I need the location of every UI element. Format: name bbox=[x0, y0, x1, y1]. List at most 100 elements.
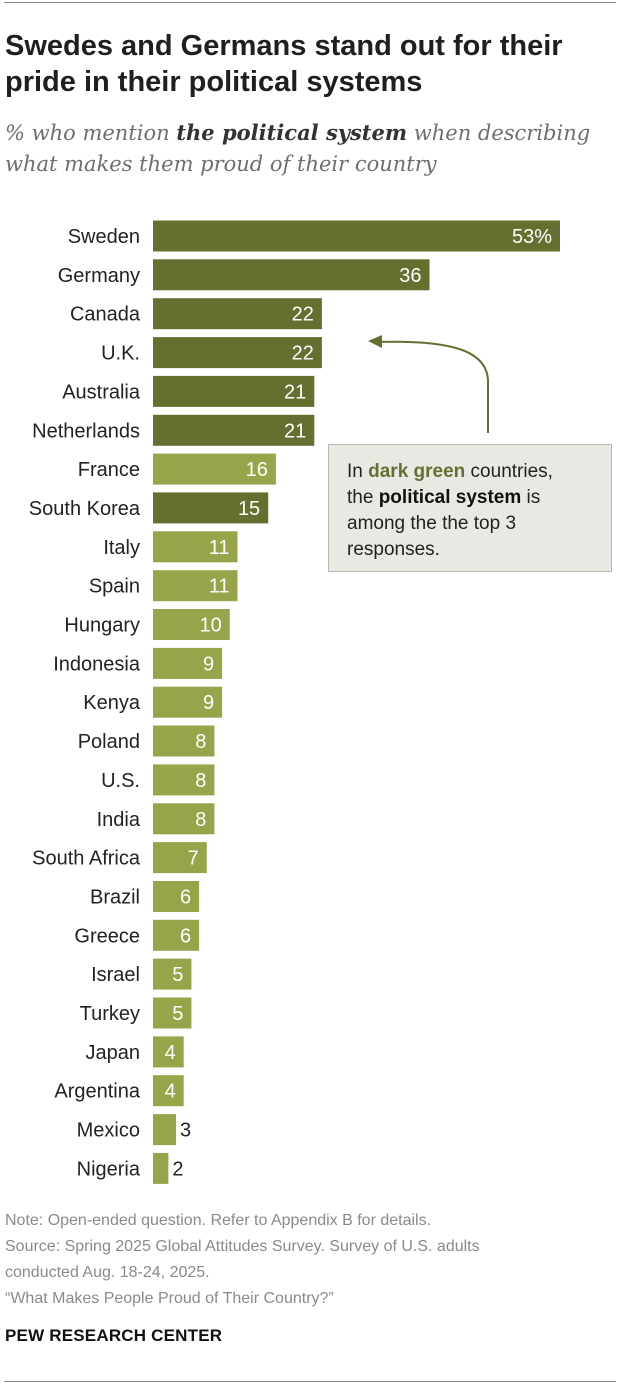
category-label: Japan bbox=[86, 1042, 141, 1064]
chart-subtitle: % who mention the political system when … bbox=[5, 117, 615, 180]
bar bbox=[153, 686, 223, 718]
value-label: 53% bbox=[512, 226, 552, 248]
bar bbox=[153, 764, 215, 796]
value-label: 15 bbox=[238, 498, 260, 520]
category-label: U.S. bbox=[101, 770, 140, 792]
source-text: Source: Spring 2025 Global Attitudes Sur… bbox=[5, 1238, 480, 1255]
value-label: 5 bbox=[172, 964, 183, 986]
category-label: Indonesia bbox=[53, 653, 141, 675]
value-label: 10 bbox=[200, 615, 222, 637]
subtitle-after: when describing what makes them proud of… bbox=[5, 121, 591, 176]
category-label: Kenya bbox=[83, 692, 141, 714]
value-label: 6 bbox=[180, 887, 191, 909]
annotation-text: the bbox=[347, 487, 379, 508]
value-label: 16 bbox=[246, 459, 268, 481]
bar bbox=[153, 337, 322, 369]
category-label: U.K. bbox=[101, 343, 140, 365]
bar bbox=[153, 1075, 184, 1107]
category-label: Israel bbox=[91, 964, 140, 986]
bar bbox=[153, 375, 315, 407]
annotation-text: In bbox=[347, 461, 369, 482]
value-label: 8 bbox=[195, 731, 206, 753]
value-label: 8 bbox=[195, 770, 206, 792]
value-label: 5 bbox=[172, 1003, 183, 1025]
report-title: “What Makes People Proud of Their Countr… bbox=[5, 1290, 334, 1307]
bar bbox=[153, 220, 560, 252]
subtitle-bold: the political system bbox=[176, 120, 408, 145]
value-label: 11 bbox=[209, 537, 230, 559]
category-label: India bbox=[97, 809, 141, 831]
annotation-text: is bbox=[521, 487, 541, 508]
bar bbox=[153, 958, 192, 990]
value-label: 7 bbox=[188, 848, 199, 870]
brand-logo: PEW RESEARCH CENTER bbox=[5, 1326, 223, 1345]
bar bbox=[153, 803, 215, 835]
category-label: Sweden bbox=[68, 226, 140, 248]
value-label: 6 bbox=[180, 925, 191, 947]
category-label: Hungary bbox=[64, 615, 140, 637]
bar bbox=[153, 414, 315, 446]
bar bbox=[153, 492, 269, 524]
value-label: 2 bbox=[172, 1158, 183, 1180]
value-label: 21 bbox=[284, 381, 306, 403]
bar bbox=[153, 1152, 169, 1184]
category-label: Poland bbox=[78, 731, 140, 753]
category-label: Italy bbox=[103, 537, 140, 559]
value-label: 9 bbox=[203, 692, 214, 714]
bar bbox=[153, 725, 215, 757]
category-label: Nigeria bbox=[77, 1158, 141, 1180]
annotation-text: countries, bbox=[465, 461, 553, 482]
category-label: France bbox=[78, 459, 140, 481]
category-label: Canada bbox=[70, 304, 141, 326]
value-label: 22 bbox=[292, 304, 314, 326]
annotation-line-4: responses. bbox=[347, 539, 440, 560]
bar bbox=[153, 609, 230, 640]
value-label: 21 bbox=[284, 420, 306, 442]
bar bbox=[153, 881, 200, 912]
bar bbox=[153, 1036, 184, 1068]
value-label: 9 bbox=[203, 653, 214, 675]
bar bbox=[153, 259, 430, 291]
category-label: Netherlands bbox=[32, 420, 140, 442]
category-label: Australia bbox=[62, 381, 141, 403]
annotation-line-2: the political system is bbox=[347, 485, 595, 511]
annotation-highlight: dark green bbox=[368, 461, 466, 482]
value-label: 22 bbox=[292, 343, 314, 365]
value-label: 4 bbox=[165, 1042, 176, 1064]
category-label: Germany bbox=[58, 265, 140, 287]
bar bbox=[153, 298, 322, 330]
category-label: Argentina bbox=[54, 1081, 140, 1103]
value-label: 36 bbox=[399, 265, 421, 287]
bar bbox=[153, 842, 207, 874]
category-label: South Africa bbox=[32, 848, 141, 870]
bar bbox=[153, 531, 238, 563]
category-label: Brazil bbox=[90, 887, 140, 909]
bar bbox=[153, 997, 192, 1029]
bar bbox=[153, 919, 200, 951]
value-label: 8 bbox=[195, 809, 206, 831]
top-rule bbox=[4, 2, 616, 3]
value-label: 11 bbox=[209, 576, 230, 598]
annotation-line-3: among the the top 3 bbox=[347, 513, 517, 534]
value-label: 4 bbox=[165, 1081, 176, 1103]
note-text: Note: Open-ended question. Refer to Appe… bbox=[5, 1212, 432, 1229]
bar bbox=[153, 570, 238, 602]
category-label: South Korea bbox=[29, 498, 141, 520]
chart-title: Swedes and Germans stand out for their p… bbox=[5, 30, 563, 98]
category-label: Mexico bbox=[77, 1120, 140, 1142]
bottom-rule bbox=[4, 1381, 616, 1382]
value-label: 3 bbox=[180, 1120, 191, 1142]
source-text-continued: conducted Aug. 18-24, 2025. bbox=[5, 1264, 210, 1281]
annotation-line-1: In dark green countries, bbox=[347, 459, 595, 485]
category-label: Spain bbox=[89, 576, 140, 598]
subtitle-before: % who mention bbox=[5, 121, 177, 145]
annotation-arrow bbox=[377, 340, 489, 433]
category-label: Greece bbox=[74, 925, 140, 947]
annotation-box: In dark green countries, the political s… bbox=[328, 444, 612, 572]
bar bbox=[153, 1114, 176, 1146]
annotation-bold: political system bbox=[378, 487, 522, 508]
bar bbox=[153, 453, 276, 485]
notes: Note: Open-ended question. Refer to Appe… bbox=[5, 1208, 617, 1312]
